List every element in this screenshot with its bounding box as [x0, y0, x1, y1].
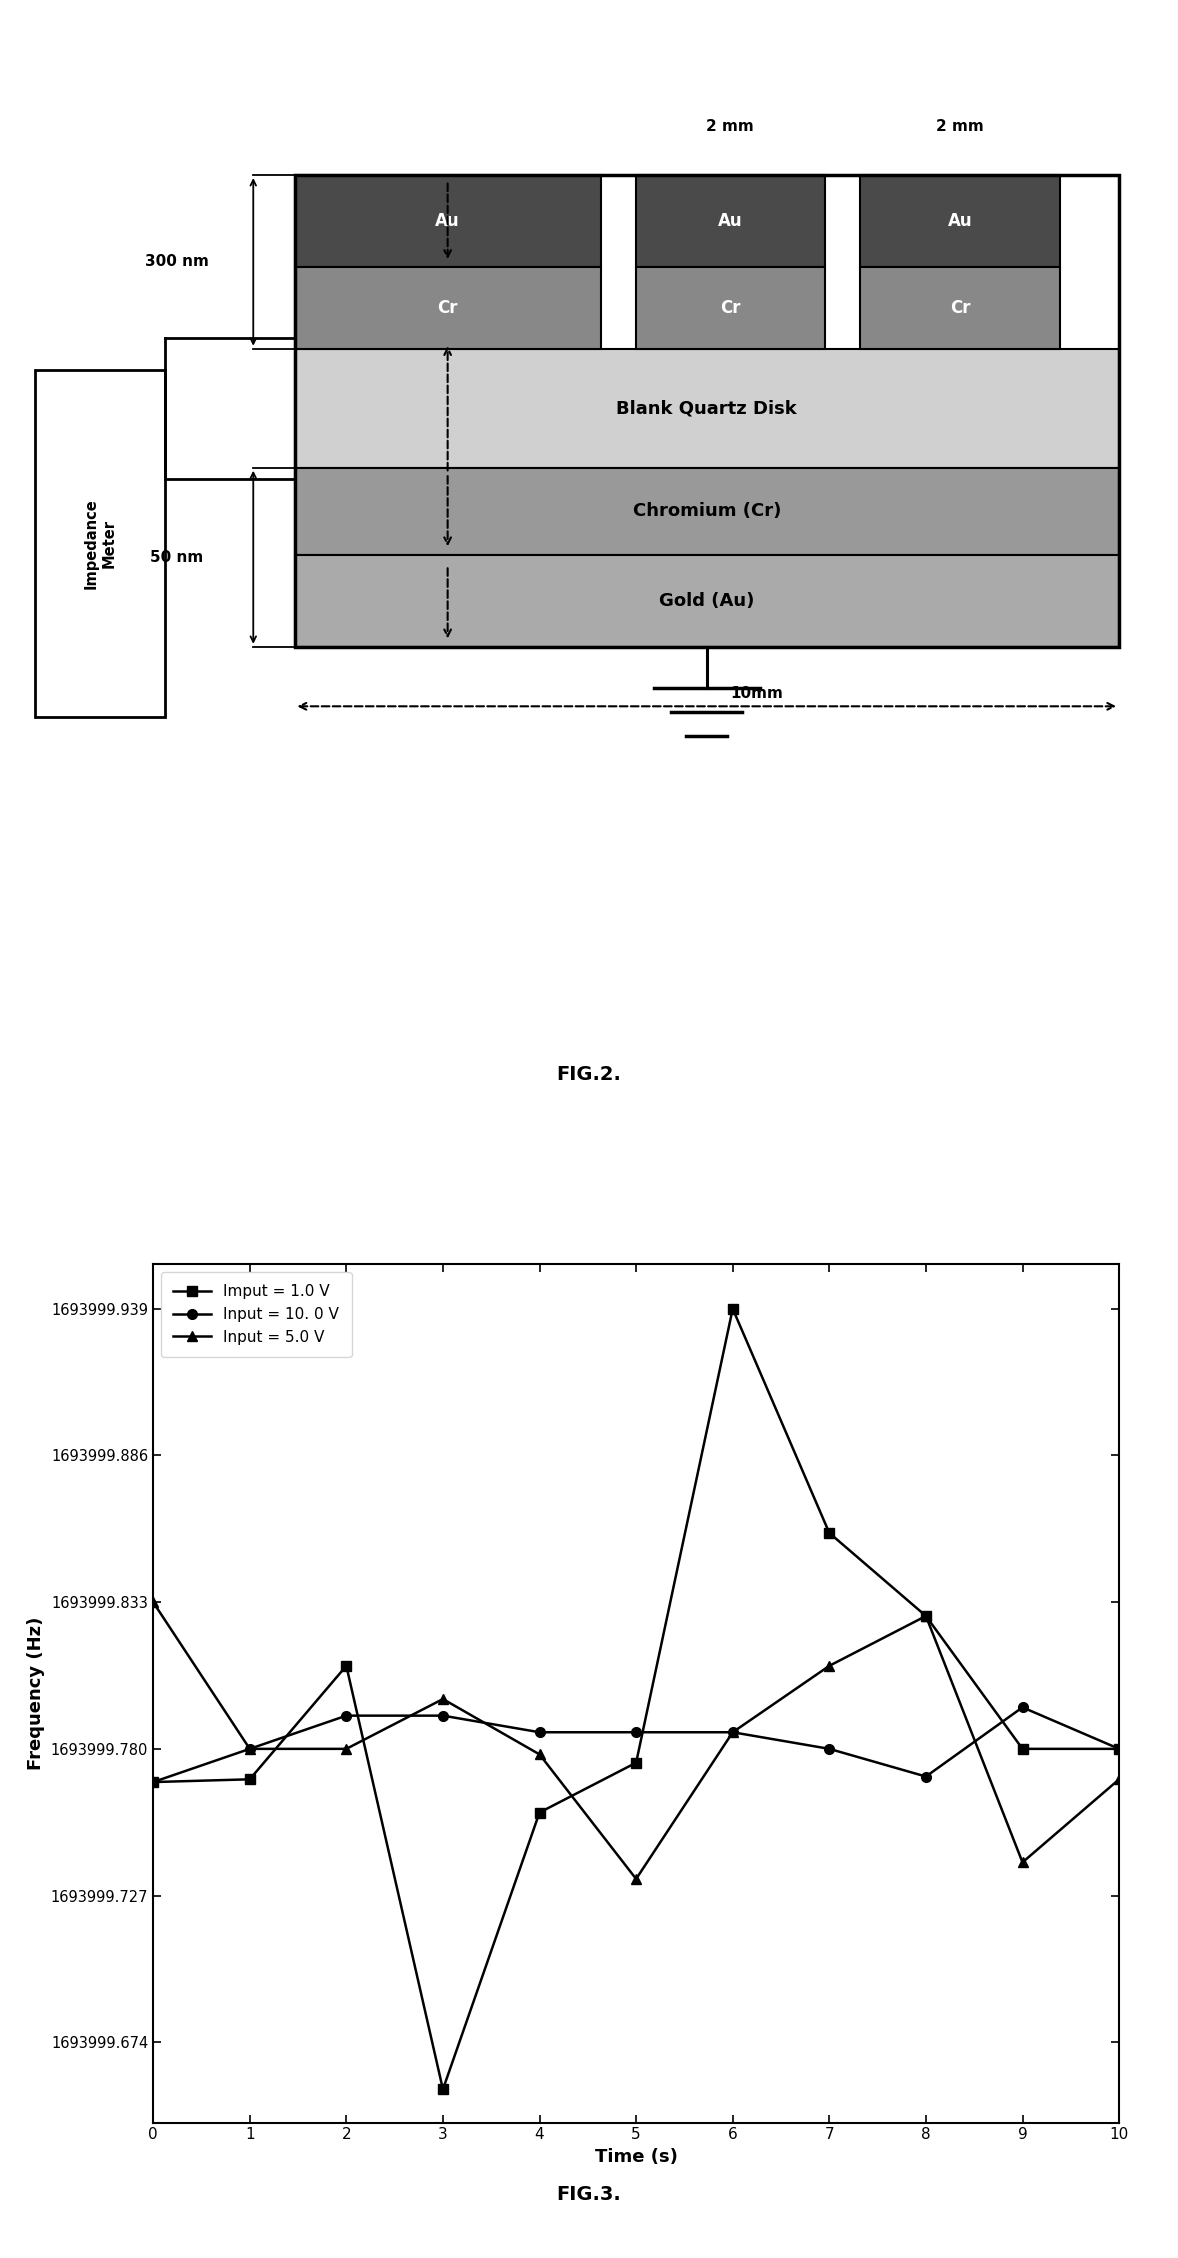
Input = 10. 0 V: [146, 1768, 160, 1795]
Input = 5.0 V: [629, 1865, 643, 1892]
Imput = 1.0 V: [146, 1768, 160, 1795]
Text: Chromium (Cr): Chromium (Cr): [633, 501, 781, 519]
Input = 5.0 V: [532, 1741, 547, 1768]
Input = 10. 0 V: [629, 1718, 643, 1745]
X-axis label: Time (s): Time (s): [595, 2147, 677, 2165]
Bar: [35, 370, 165, 718]
Imput = 1.0 V: [629, 1750, 643, 1777]
Input = 5.0 V: [243, 1736, 257, 1763]
Bar: [860, 266, 1060, 348]
Imput = 1.0 V: [726, 1296, 740, 1323]
Input = 10. 0 V: [1015, 1694, 1030, 1721]
Input = 5.0 V: [1112, 1766, 1126, 1793]
Input = 5.0 V: [822, 1653, 836, 1680]
Input = 10. 0 V: [919, 1763, 933, 1791]
Bar: [294, 467, 1119, 555]
Text: Gold (Au): Gold (Au): [660, 592, 754, 610]
Input = 10. 0 V: [1112, 1736, 1126, 1763]
Text: 50 nm: 50 nm: [150, 549, 204, 564]
Imput = 1.0 V: [1015, 1736, 1030, 1763]
Text: 10mm: 10mm: [730, 686, 783, 700]
Bar: [294, 266, 601, 348]
Bar: [294, 555, 1119, 646]
Text: Cr: Cr: [949, 298, 971, 316]
Input = 10. 0 V: [726, 1718, 740, 1745]
Imput = 1.0 V: [532, 1800, 547, 1827]
Text: Cr: Cr: [437, 298, 458, 316]
Text: FIG.2.: FIG.2.: [556, 1066, 622, 1084]
Y-axis label: Frequency (Hz): Frequency (Hz): [27, 1617, 45, 1770]
Line: Input = 10. 0 V: Input = 10. 0 V: [148, 1703, 1124, 1786]
Bar: [636, 176, 825, 266]
Input = 10. 0 V: [243, 1736, 257, 1763]
Text: Au: Au: [436, 212, 459, 230]
Bar: [860, 176, 1060, 266]
Bar: [636, 266, 825, 348]
Input = 5.0 V: [339, 1736, 353, 1763]
Text: 2 mm: 2 mm: [707, 120, 754, 133]
Bar: [294, 176, 1119, 646]
Input = 5.0 V: [726, 1718, 740, 1745]
Text: Blank Quartz Disk: Blank Quartz Disk: [616, 400, 798, 418]
Text: Impedance
Meter: Impedance Meter: [84, 499, 117, 589]
Text: 300 nm: 300 nm: [145, 255, 209, 269]
Imput = 1.0 V: [919, 1603, 933, 1630]
Imput = 1.0 V: [822, 1520, 836, 1547]
Input = 10. 0 V: [532, 1718, 547, 1745]
Text: Au: Au: [719, 212, 742, 230]
Line: Input = 5.0 V: Input = 5.0 V: [148, 1596, 1124, 1883]
Input = 10. 0 V: [822, 1736, 836, 1763]
Line: Imput = 1.0 V: Imput = 1.0 V: [148, 1303, 1124, 2093]
Input = 5.0 V: [436, 1684, 450, 1712]
Imput = 1.0 V: [1112, 1736, 1126, 1763]
Input = 10. 0 V: [436, 1703, 450, 1730]
Input = 10. 0 V: [339, 1703, 353, 1730]
Imput = 1.0 V: [339, 1653, 353, 1680]
Text: Cr: Cr: [720, 298, 741, 316]
Bar: [294, 348, 1119, 467]
Imput = 1.0 V: [243, 1766, 257, 1793]
Imput = 1.0 V: [436, 2075, 450, 2102]
Text: 2 mm: 2 mm: [937, 120, 984, 133]
Text: Au: Au: [948, 212, 972, 230]
Bar: [294, 176, 601, 266]
Text: FIG.3.: FIG.3.: [557, 2186, 621, 2204]
Input = 5.0 V: [1015, 1849, 1030, 1876]
Input = 5.0 V: [146, 1590, 160, 1617]
Legend: Imput = 1.0 V, Input = 10. 0 V, Input = 5.0 V: Imput = 1.0 V, Input = 10. 0 V, Input = …: [160, 1271, 351, 1357]
Input = 5.0 V: [919, 1603, 933, 1630]
